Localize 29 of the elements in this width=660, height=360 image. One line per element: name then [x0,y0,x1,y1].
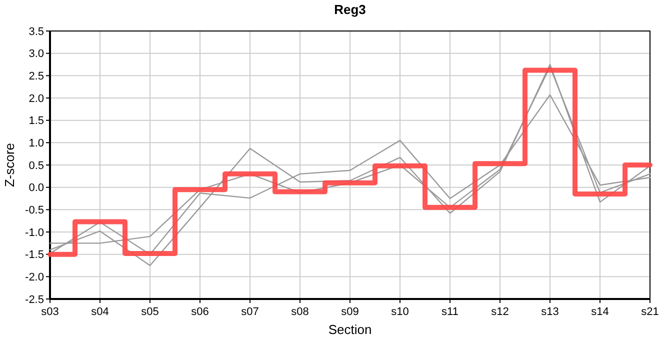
x-tick-label: s08 [291,306,309,318]
y-tick-label: 2.0 [28,92,44,105]
x-tick-label: s13 [541,306,559,318]
y-tick-label: 3.5 [28,26,44,38]
y-tick-label: -2.0 [25,272,44,284]
chart-title: Reg3 [334,2,366,17]
y-tick-label: 3.0 [28,48,44,60]
x-tick-label: s06 [191,306,209,318]
y-tick-label: -0.5 [25,204,44,217]
x-tick-label: s12 [491,306,509,318]
x-tick-label: s05 [141,306,159,318]
x-tick-label: s07 [241,306,259,318]
x-tick-label: s10 [391,306,409,318]
y-tick-label: 1.5 [28,115,44,128]
x-tick-label: s14 [591,306,609,318]
y-tick-label: 1.0 [28,138,44,150]
x-tick-label: s11 [442,306,458,318]
x-tick-label: s04 [91,306,109,318]
y-tick-label: -1.0 [25,226,44,239]
x-tick-label: s21 [641,306,659,318]
x-tick-label: s09 [341,306,359,318]
y-tick-label: -2.5 [25,294,44,306]
y-tick-label: 0.0 [28,182,44,194]
y-tick-label: -1.5 [25,249,44,262]
x-tick-label: s03 [41,306,59,318]
y-tick-label: 2.5 [28,70,44,83]
y-axis-title: Z-score [2,142,17,188]
x-axis-title: Section [328,322,372,337]
y-tick-label: 0.5 [28,160,44,172]
